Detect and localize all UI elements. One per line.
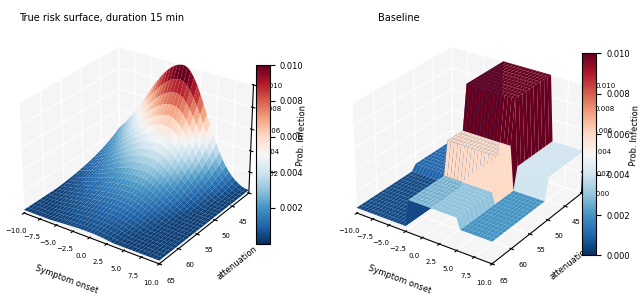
Text: Baseline: Baseline [378, 13, 419, 23]
Text: True risk surface, duration 15 min: True risk surface, duration 15 min [19, 13, 184, 23]
X-axis label: Symptom onset: Symptom onset [367, 263, 432, 295]
Y-axis label: attenuation: attenuation [548, 244, 593, 282]
X-axis label: Symptom onset: Symptom onset [34, 263, 99, 295]
Y-axis label: attenuation: attenuation [216, 244, 260, 282]
